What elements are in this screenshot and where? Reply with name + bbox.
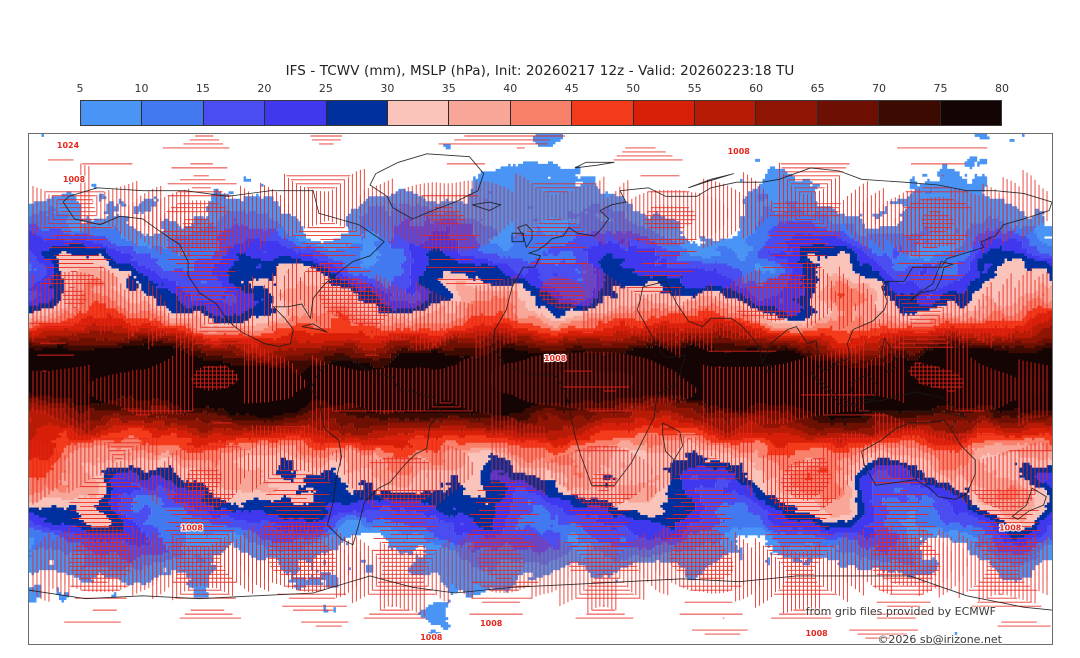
colorbar-swatch-4: [326, 101, 389, 125]
colorbar-tick-55: 55: [687, 82, 702, 95]
colorbar-tick-75: 75: [933, 82, 948, 95]
colorbar-swatch-12: [817, 101, 880, 125]
colorbar-swatch-11: [756, 101, 818, 125]
mslp-label: 1008: [544, 354, 567, 363]
chart-title: IFS - TCWV (mm), MSLP (hPa), Init: 20260…: [285, 63, 795, 79]
mslp-contour-layer: [29, 135, 1052, 639]
colorbar-tick-40: 40: [503, 82, 518, 95]
map-panel: 1024 1008 1008 1008 1008 1008 1008 1008 1008: [28, 133, 1053, 645]
colorbar-swatch-2: [203, 101, 266, 125]
colorbar-swatch-13: [879, 101, 941, 125]
mslp-label: 1008: [181, 523, 204, 532]
colorbar-swatch-14: [940, 101, 1002, 125]
colorbar-swatch-9: [633, 101, 696, 125]
source-credit: from grib files provided by ECMWF: [805, 605, 996, 618]
copyright-credit: ©2026 sb@irizone.net: [877, 633, 1002, 646]
colorbar-tick-25: 25: [318, 82, 333, 95]
colorbar-tick-70: 70: [872, 82, 887, 95]
colorbar-tick-65: 65: [810, 82, 825, 95]
colorbar-tick-15: 15: [195, 82, 210, 95]
colorbar-swatch-6: [449, 101, 511, 125]
mslp-label: 1008: [480, 619, 503, 628]
colorbar-tick-35: 35: [441, 82, 456, 95]
colorbar: 5 10 15 20 25 30 35 40 45 50 55 60 65 70 75 80: [77, 82, 1009, 126]
colorbar-swatch-3: [265, 101, 327, 125]
mslp-label-layer: 1024 1008 1008 1008 1008 1008 1008 1008 1008: [56, 140, 1023, 643]
colorbar-tick-45: 45: [564, 82, 579, 95]
colorbar-swatch-10: [695, 101, 757, 125]
mslp-label: 1008: [728, 147, 751, 156]
mslp-label: 1008: [999, 523, 1022, 532]
colorbar-swatch-1: [142, 101, 204, 125]
colorbar-swatch-5: [388, 101, 450, 125]
colorbar-tick-80: 80: [995, 82, 1009, 95]
colorbar-tick-50: 50: [626, 82, 641, 95]
mslp-label: 1008: [420, 633, 443, 642]
colorbar-tick-20: 20: [257, 82, 272, 95]
colorbar-tick-60: 60: [749, 82, 764, 95]
mslp-label: 1024: [57, 141, 80, 150]
mslp-label: 1008: [805, 629, 828, 638]
colorbar-swatch-8: [572, 101, 634, 125]
colorbar-tick-labels: 5 10 15 20 25 30 35 40 45 50 55 60 65 70 75 80: [76, 82, 1010, 98]
colorbar-tick-10: 10: [134, 82, 149, 95]
mslp-label: 1008: [63, 175, 86, 184]
coastline-layer: [29, 153, 1052, 611]
colorbar-swatch-7: [510, 101, 573, 125]
tcwv-mslp-map: 1024 1008 1008 1008 1008 1008 1008 1008 1008: [29, 134, 1052, 644]
colorbar-swatch-0: [81, 101, 143, 125]
colorbar-swatches: [80, 100, 1002, 126]
colorbar-tick-30: 30: [380, 82, 395, 95]
colorbar-tick-5: 5: [76, 82, 84, 95]
